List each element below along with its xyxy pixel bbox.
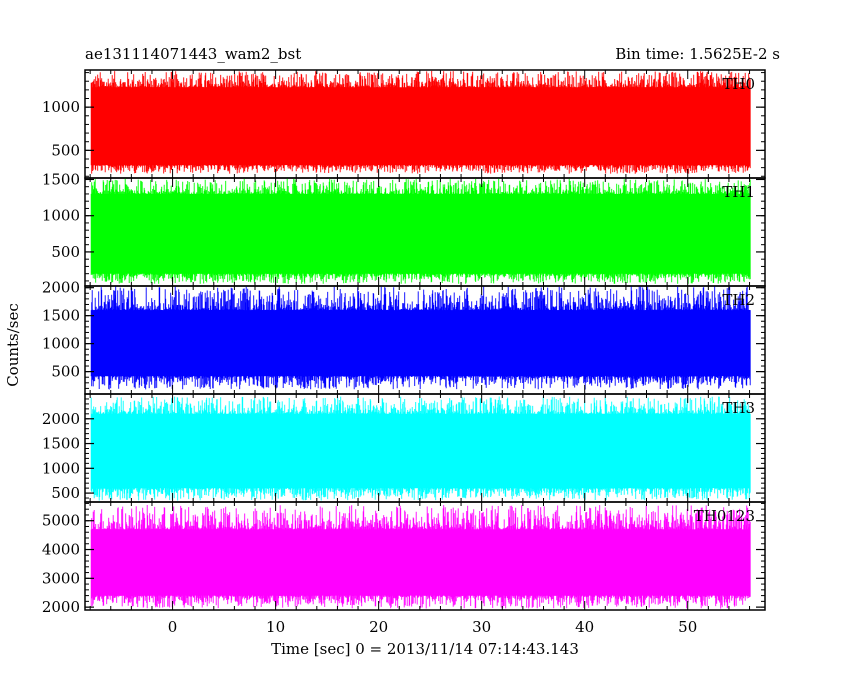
panels-group: 500 1000 TH0 500 1000 1500 TH1 500 1000 1500 2000 T… bbox=[42, 69, 766, 616]
chart-title: ae131114071443_wam2_bst bbox=[85, 45, 301, 63]
series-th3 bbox=[90, 396, 751, 501]
y-tick-label: 1000 bbox=[42, 459, 80, 477]
y-tick-label: 4000 bbox=[42, 541, 80, 559]
panel-th0123: 2000 3000 4000 5000 TH0123 bbox=[42, 501, 766, 616]
series-th0 bbox=[90, 70, 751, 174]
panel-label: TH0 bbox=[722, 75, 755, 93]
panel-label: TH3 bbox=[722, 399, 755, 417]
y-tick-label: 1000 bbox=[42, 98, 80, 116]
series-th2 bbox=[90, 286, 751, 390]
bin-time-label: Bin time: 1.5625E-2 s bbox=[615, 45, 780, 63]
panel-label: TH0123 bbox=[694, 507, 755, 525]
series-th1 bbox=[90, 178, 751, 284]
panel-label: TH2 bbox=[722, 291, 755, 309]
y-tick-label: 3000 bbox=[42, 569, 80, 587]
y-tick-label: 500 bbox=[51, 141, 80, 159]
y-tick-label: 1500 bbox=[42, 307, 80, 325]
panel-th3: 500 1000 1500 2000 TH3 bbox=[42, 393, 766, 503]
y-tick-label: 500 bbox=[51, 363, 80, 381]
x-tick-label: 0 bbox=[168, 618, 178, 636]
x-tick-label: 20 bbox=[369, 618, 388, 636]
x-axis-title: Time [sec] 0 = 2013/11/14 07:14:43.143 bbox=[271, 640, 579, 658]
y-tick-label: 1500 bbox=[42, 435, 80, 453]
x-tick-label: 10 bbox=[266, 618, 285, 636]
y-tick-label: 500 bbox=[51, 484, 80, 502]
y-tick-label: 2000 bbox=[42, 279, 80, 297]
series-th0123 bbox=[90, 505, 751, 609]
y-tick-label: 2000 bbox=[42, 410, 80, 428]
panel-frame bbox=[84, 501, 766, 611]
y-tick-label: 2000 bbox=[42, 598, 80, 616]
x-tick-label: 30 bbox=[472, 618, 491, 636]
x-tick-label: 50 bbox=[678, 618, 697, 636]
y-tick-label: 1000 bbox=[42, 207, 80, 225]
x-tick-label: 40 bbox=[575, 618, 594, 636]
x-axis: 0 10 20 30 40 50 bbox=[168, 618, 697, 636]
panel-th0: 500 1000 TH0 bbox=[42, 69, 766, 179]
y-tick-label: 1000 bbox=[42, 335, 80, 353]
y-tick-label: 500 bbox=[51, 243, 80, 261]
panel-th1: 500 1000 1500 TH1 bbox=[42, 170, 766, 287]
y-tick-label: 1500 bbox=[42, 170, 80, 188]
y-axis-title: Counts/sec bbox=[4, 303, 22, 387]
panel-th2: 500 1000 1500 2000 TH2 bbox=[42, 279, 766, 395]
panel-label: TH1 bbox=[722, 183, 755, 201]
y-tick-label: 5000 bbox=[42, 512, 80, 530]
